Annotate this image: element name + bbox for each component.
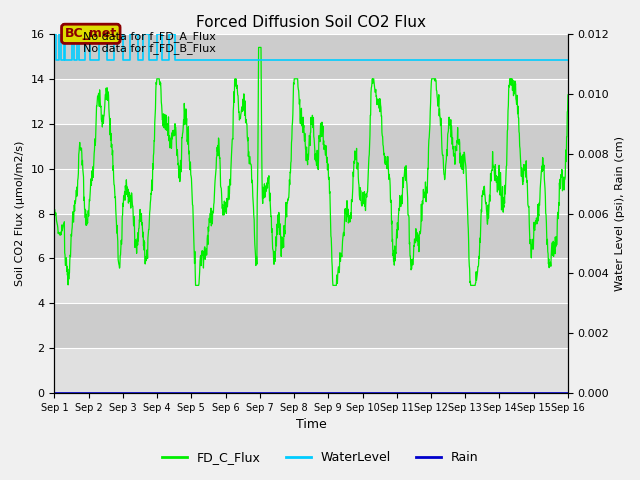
Text: No data for f_FD_A_Flux: No data for f_FD_A_Flux [83, 31, 216, 42]
Bar [54, 79, 568, 124]
Y-axis label: Soil CO2 Flux (μmol/m2/s): Soil CO2 Flux (μmol/m2/s) [15, 141, 25, 286]
Bar [54, 34, 568, 79]
Bar [54, 168, 568, 214]
Bar [54, 258, 568, 303]
Bar [54, 168, 568, 214]
Y-axis label: Water Level (psi), Rain (cm): Water Level (psi), Rain (cm) [615, 136, 625, 291]
Bar [54, 258, 568, 303]
Bar [54, 303, 568, 348]
Text: No data for f_FD_B_Flux: No data for f_FD_B_Flux [83, 43, 216, 54]
Text: BC_met: BC_met [65, 27, 117, 40]
Bar [54, 124, 568, 168]
Legend: FD_C_Flux, WaterLevel, Rain: FD_C_Flux, WaterLevel, Rain [157, 446, 483, 469]
Title: Forced Diffusion Soil CO2 Flux: Forced Diffusion Soil CO2 Flux [196, 15, 426, 30]
Bar [54, 348, 568, 393]
Bar [54, 79, 568, 124]
X-axis label: Time: Time [296, 419, 326, 432]
Bar [54, 214, 568, 258]
Bar [54, 348, 568, 393]
